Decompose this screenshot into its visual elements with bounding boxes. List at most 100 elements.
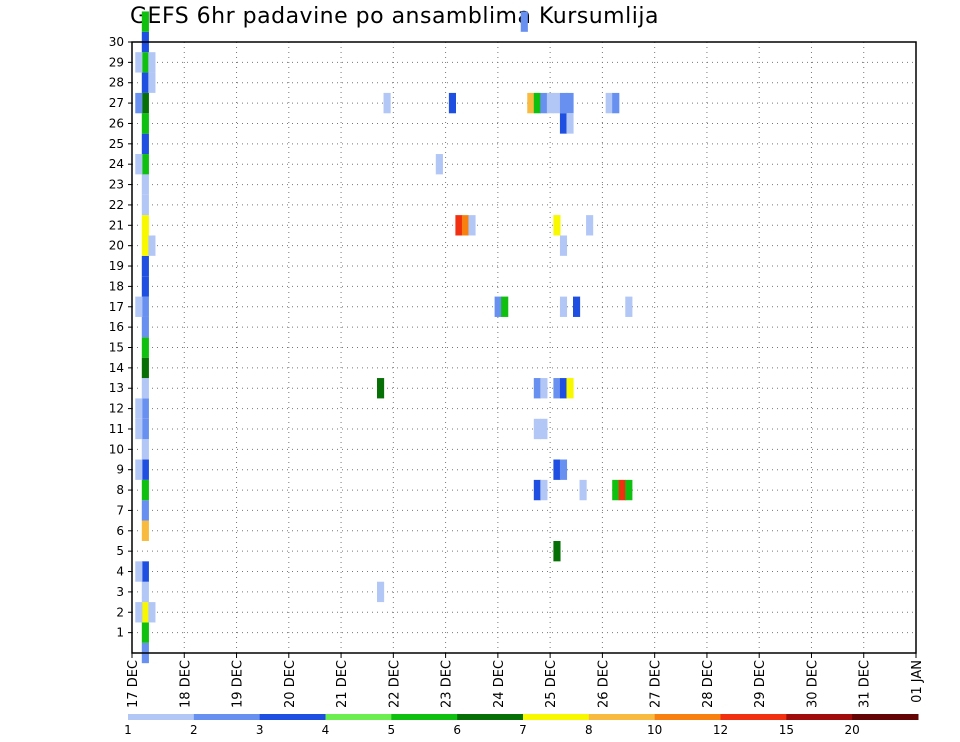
heatmap-cell (141, 255, 149, 277)
y-tick-label: 13 (109, 381, 124, 395)
colorbar-label: 8 (585, 723, 593, 737)
heatmap-cell (141, 418, 149, 440)
x-tick-label: 20 DEC (283, 660, 298, 708)
y-tick-label: 5 (116, 544, 124, 558)
y-tick-label: 27 (109, 96, 124, 110)
x-tick-label: 17 DEC (126, 660, 141, 708)
heatmap-cell (553, 378, 561, 399)
colorbar-segment (523, 714, 590, 720)
y-tick-label: 19 (109, 259, 124, 273)
y-tick-label: 16 (109, 320, 124, 334)
colorbar-segment (654, 714, 721, 720)
heatmap-cell (135, 92, 143, 114)
heatmap-cell (435, 154, 443, 175)
x-tick-label: 28 DEC (701, 660, 716, 708)
heatmap-cell (141, 439, 149, 460)
chart-title: GEFS 6hr padavine po ansamblima Kursumli… (130, 4, 659, 29)
heatmap-cell (553, 92, 561, 114)
x-tick-label: 26 DEC (596, 660, 611, 708)
heatmap-cell (141, 235, 149, 256)
heatmap-cell (579, 479, 587, 501)
heatmap-cell (135, 398, 143, 419)
y-tick-label: 17 (109, 300, 124, 314)
heatmap-cell (553, 459, 561, 480)
y-tick-label: 28 (109, 76, 124, 90)
heatmap-cell (540, 378, 548, 399)
heatmap-cell (135, 418, 143, 440)
heatmap-cell (494, 296, 502, 317)
colorbar-label: 20 (845, 723, 860, 737)
y-tick-label: 15 (109, 341, 124, 355)
heatmap-cell (540, 418, 548, 440)
y-tick-label: 26 (109, 116, 124, 130)
x-tick-label: 30 DEC (805, 660, 820, 708)
colorbar-segment (786, 714, 853, 720)
y-tick-label: 6 (116, 524, 124, 538)
heatmap-cell (135, 52, 143, 73)
heatmap-cell (540, 479, 548, 501)
y-tick-label: 20 (109, 239, 124, 253)
heatmap-cell (540, 92, 548, 114)
heatmap-cell (141, 561, 149, 582)
x-tick-label: 01 JAN (910, 660, 925, 703)
y-tick-label: 30 (109, 35, 124, 49)
heatmap-cell (141, 215, 149, 236)
heatmap-cell (141, 316, 149, 338)
heatmap-cell (141, 194, 149, 216)
heatmap-cell (135, 154, 143, 175)
heatmap-cell (141, 154, 149, 175)
heatmap-cell (605, 92, 613, 114)
heatmap-cell (141, 602, 149, 623)
x-tick-label: 25 DEC (544, 660, 559, 708)
heatmap-cell (141, 622, 149, 643)
y-tick-label: 21 (109, 218, 124, 232)
heatmap-cell (533, 92, 541, 114)
heatmap-cell (520, 11, 528, 32)
colorbar-label: 7 (519, 723, 527, 737)
colorbar-label: 6 (453, 723, 461, 737)
heatmap-cell (135, 561, 143, 582)
y-tick-label: 1 (116, 626, 124, 640)
y-tick-label: 7 (116, 503, 124, 517)
heatmap-cell (377, 378, 385, 399)
colorbar-segment (193, 714, 261, 720)
colorbar-segment (457, 714, 524, 720)
y-tick-label: 25 (109, 137, 124, 151)
colorbar-label: 5 (388, 723, 396, 737)
colorbar-segment (259, 714, 326, 720)
heatmap-cell (533, 479, 541, 501)
y-tick-label: 22 (109, 198, 124, 212)
colorbar-label: 3 (256, 723, 264, 737)
x-tick-label: 23 DEC (440, 660, 455, 708)
heatmap-cell (141, 459, 149, 480)
heatmap-cell (141, 133, 149, 155)
colorbar-segment (588, 714, 656, 720)
heatmap-cell (141, 581, 149, 603)
plot-area (132, 42, 916, 653)
heatmap-cell (448, 92, 456, 114)
heatmap-cell (625, 479, 633, 501)
heatmap-cell (148, 72, 156, 93)
y-tick-label: 18 (109, 279, 124, 293)
heatmap-cell (135, 459, 143, 480)
x-tick-label: 22 DEC (387, 660, 402, 708)
y-tick-label: 4 (116, 565, 124, 579)
colorbar-segment (391, 714, 458, 720)
heatmap-cell (141, 520, 149, 541)
heatmap-cell (468, 215, 476, 236)
heatmap-cell (566, 113, 574, 134)
heatmap-cell (141, 337, 149, 358)
heatmap-cell (141, 113, 149, 134)
y-tick-label: 29 (109, 55, 124, 69)
y-tick-label: 2 (116, 605, 124, 619)
y-tick-label: 12 (109, 402, 124, 416)
y-tick-label: 11 (109, 422, 124, 436)
heatmap-cell (141, 378, 149, 399)
heatmap-cell (377, 581, 385, 603)
heatmap-cell (559, 378, 568, 399)
x-tick-label: 31 DEC (858, 660, 873, 708)
heatmap-cell (148, 235, 156, 256)
heatmap-cell (148, 602, 156, 623)
heatmap-cell (141, 479, 149, 501)
